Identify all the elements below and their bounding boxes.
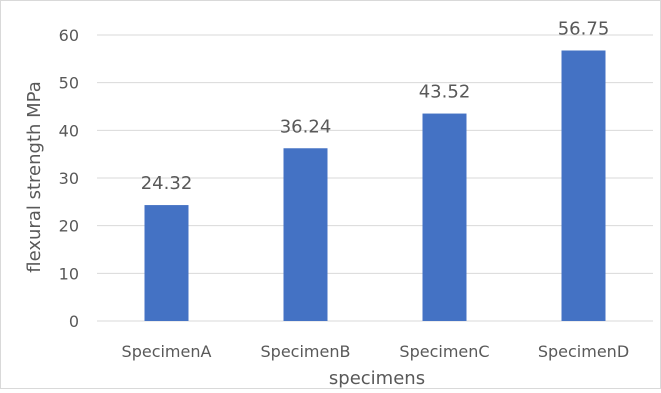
data-label: 36.24 <box>280 116 332 137</box>
bar <box>144 205 189 321</box>
y-tick-label: 0 <box>69 312 79 331</box>
y-tick-label: 10 <box>59 264 79 283</box>
y-axis-title: flexural strength MPa <box>24 81 45 272</box>
data-labels: 24.32 36.24 43.52 56.75 <box>141 18 610 194</box>
y-tick-label: 20 <box>59 217 79 236</box>
bar <box>283 148 328 321</box>
data-label: 56.75 <box>558 18 610 39</box>
y-tick-label: 30 <box>59 169 79 188</box>
x-axis-title: specimens <box>329 368 425 388</box>
gridlines <box>97 34 653 322</box>
y-tick-label: 40 <box>59 121 79 140</box>
x-category-label: SpecimenB <box>261 342 351 361</box>
x-category-label: SpecimenD <box>538 342 629 361</box>
x-category-label: SpecimenC <box>399 342 489 361</box>
data-label: 43.52 <box>419 82 471 103</box>
x-axis-category-labels: SpecimenA SpecimenB SpecimenC SpecimenD <box>122 342 630 361</box>
y-tick-label: 60 <box>59 26 79 45</box>
bar <box>422 113 467 322</box>
bar <box>561 50 606 321</box>
bars <box>144 50 606 322</box>
y-axis-tick-labels: 0 10 20 30 40 50 60 <box>59 26 79 331</box>
y-tick-label: 50 <box>59 74 79 93</box>
x-category-label: SpecimenA <box>122 342 212 361</box>
data-label: 24.32 <box>141 173 193 194</box>
